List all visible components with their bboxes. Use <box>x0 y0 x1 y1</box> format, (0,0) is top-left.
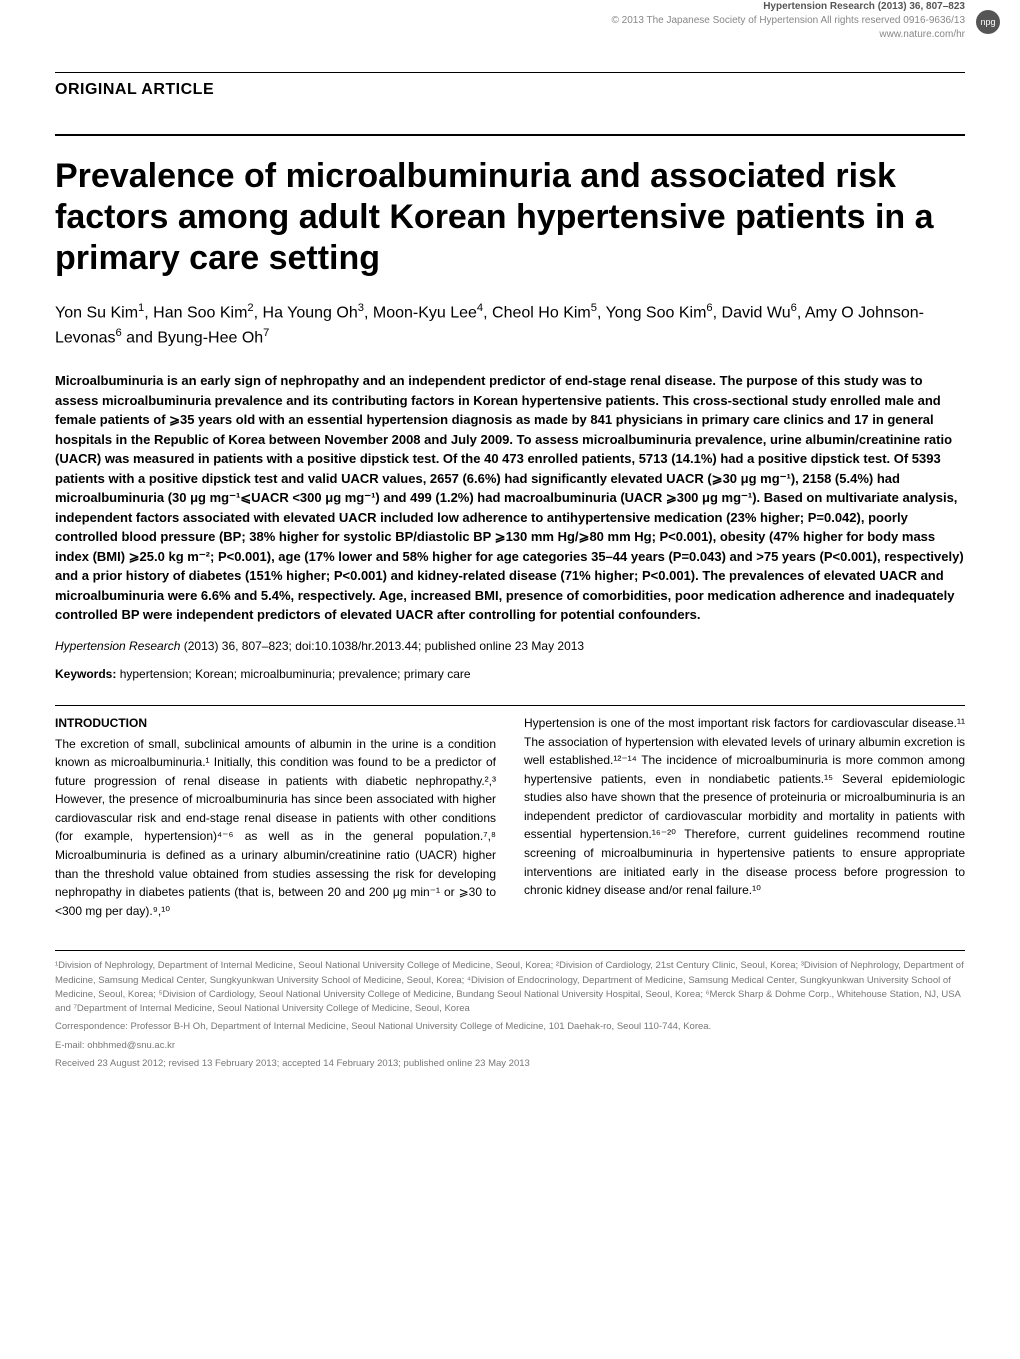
correspondence-email: E-mail: ohbhmed@snu.ac.kr <box>55 1039 965 1053</box>
section-label: ORIGINAL ARTICLE <box>55 81 965 99</box>
website-line: www.nature.com/hr <box>55 28 965 42</box>
citation-published: published online 23 May 2013 <box>425 639 584 653</box>
citation-doi: doi:10.1038/hr.2013.44; <box>295 639 421 653</box>
history-dates: Received 23 August 2012; revised 13 Febr… <box>55 1057 965 1071</box>
copyright-line: © 2013 The Japanese Society of Hypertens… <box>55 14 965 28</box>
citation-journal: Hypertension Research <box>55 639 180 653</box>
npg-badge-icon: npg <box>976 10 1000 34</box>
author-list: Yon Su Kim1, Han Soo Kim2, Ha Young Oh3,… <box>55 300 965 349</box>
rule-above-body <box>55 705 965 706</box>
citation-year-vol: (2013) 36, 807–823; <box>184 639 292 653</box>
keywords-text: hypertension; Korean; microalbuminuria; … <box>120 667 471 681</box>
article-title: Prevalence of microalbuminuria and assoc… <box>55 156 965 278</box>
intro-left-paragraph: The excretion of small, subclinical amou… <box>55 735 496 921</box>
body-columns: INTRODUCTION The excretion of small, sub… <box>55 714 965 921</box>
keywords-label: Keywords: <box>55 667 116 681</box>
journal-header: npg Hypertension Research (2013) 36, 807… <box>55 0 965 42</box>
affiliations: ¹Division of Nephrology, Department of I… <box>55 959 965 1016</box>
rule-top <box>55 72 965 73</box>
correspondence: Correspondence: Professor B-H Oh, Depart… <box>55 1020 965 1034</box>
rule-above-title <box>55 134 965 136</box>
intro-heading: INTRODUCTION <box>55 714 496 733</box>
journal-reference: Hypertension Research (2013) 36, 807–823 <box>55 0 965 14</box>
abstract-text: Microalbuminuria is an early sign of nep… <box>55 371 965 625</box>
footnotes-block: ¹Division of Nephrology, Department of I… <box>55 950 965 1071</box>
citation-line: Hypertension Research (2013) 36, 807–823… <box>55 639 965 653</box>
left-column: INTRODUCTION The excretion of small, sub… <box>55 714 496 921</box>
right-column: Hypertension is one of the most importan… <box>524 714 965 921</box>
keywords-line: Keywords: hypertension; Korean; microalb… <box>55 667 965 681</box>
intro-right-paragraph: Hypertension is one of the most importan… <box>524 714 965 900</box>
